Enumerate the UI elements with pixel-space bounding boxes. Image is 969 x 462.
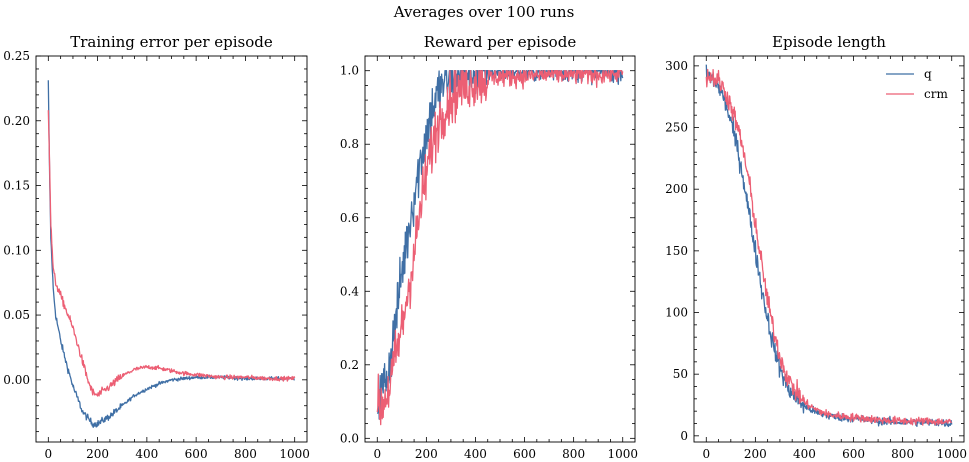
panel-episode-length: Episode length 0 200 400 600 800 1000 0 50 100 150… bbox=[665, 33, 967, 461]
y-tick-label: 0.10 bbox=[3, 243, 30, 257]
x-tick-label: 0 bbox=[44, 447, 52, 461]
legend-label-crm: crm bbox=[924, 87, 948, 101]
y-tick-label: 0.05 bbox=[3, 308, 30, 322]
x-tick-label: 200 bbox=[744, 447, 767, 461]
x-tick-label: 800 bbox=[562, 447, 585, 461]
panel-reward: Reward per episode 0 200 400 600 800 1000 0.0 0.… bbox=[340, 33, 638, 461]
x-tick-label: 600 bbox=[185, 447, 208, 461]
series-line-q bbox=[47, 80, 295, 428]
suptitle: Averages over 100 runs bbox=[393, 3, 575, 21]
x-tick-label: 0 bbox=[702, 447, 710, 461]
series-line-crm bbox=[376, 70, 624, 426]
legend-label-q: q bbox=[924, 67, 932, 81]
series-line-q bbox=[705, 64, 953, 428]
x-tick-label: 1000 bbox=[607, 447, 638, 461]
x-tick-label: 600 bbox=[842, 447, 865, 461]
x-tick-label: 400 bbox=[135, 447, 158, 461]
legend: q crm bbox=[886, 67, 948, 101]
panel-title: Training error per episode bbox=[70, 33, 273, 51]
series-line-crm bbox=[47, 110, 296, 397]
x-tick-label: 0 bbox=[373, 447, 381, 461]
y-tick-label: 0.4 bbox=[340, 284, 359, 298]
x-tick-label: 600 bbox=[513, 447, 536, 461]
y-tick-label: 300 bbox=[665, 59, 688, 73]
y-tick-label: 250 bbox=[665, 121, 688, 135]
y-tick-label: 0.15 bbox=[3, 179, 30, 193]
y-tick-label: 0.6 bbox=[340, 211, 359, 225]
y-tick-label: 100 bbox=[665, 306, 688, 320]
x-tick-label: 200 bbox=[86, 447, 109, 461]
x-tick-label: 1000 bbox=[936, 447, 967, 461]
x-tick-label: 200 bbox=[415, 447, 438, 461]
y-tick-label: 0 bbox=[680, 429, 688, 443]
x-tick-label: 800 bbox=[234, 447, 257, 461]
y-tick-label: 50 bbox=[673, 367, 688, 381]
y-tick-label: 200 bbox=[665, 182, 688, 196]
panel-training-error: Training error per episode 0 200 400 600 800 1… bbox=[3, 33, 310, 461]
y-tick-label: 0.20 bbox=[3, 114, 30, 128]
plot-frame bbox=[35, 55, 308, 443]
y-tick-label: 0.0 bbox=[340, 431, 359, 445]
y-tick-label: 0.25 bbox=[3, 49, 30, 63]
panel-title: Reward per episode bbox=[424, 33, 577, 51]
y-tick-label: 1.0 bbox=[340, 64, 359, 78]
panel-title: Episode length bbox=[772, 33, 886, 51]
y-tick-label: 150 bbox=[665, 244, 688, 258]
series-line-crm bbox=[705, 68, 953, 426]
x-tick-label: 1000 bbox=[279, 447, 310, 461]
x-tick-label: 400 bbox=[464, 447, 487, 461]
x-tick-label: 400 bbox=[793, 447, 816, 461]
y-tick-label: 0.2 bbox=[340, 358, 359, 372]
y-tick-label: 0.00 bbox=[3, 373, 30, 387]
y-tick-label: 0.8 bbox=[340, 137, 359, 151]
x-tick-label: 800 bbox=[891, 447, 914, 461]
